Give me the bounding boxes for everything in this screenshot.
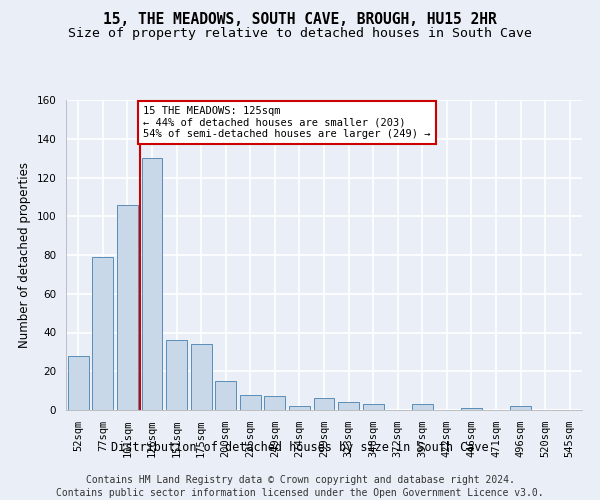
Y-axis label: Number of detached properties: Number of detached properties <box>18 162 31 348</box>
Text: 15, THE MEADOWS, SOUTH CAVE, BROUGH, HU15 2HR: 15, THE MEADOWS, SOUTH CAVE, BROUGH, HU1… <box>103 12 497 28</box>
Bar <box>68 356 89 410</box>
Bar <box>166 340 187 410</box>
Text: 15 THE MEADOWS: 125sqm
← 44% of detached houses are smaller (203)
54% of semi-de: 15 THE MEADOWS: 125sqm ← 44% of detached… <box>143 106 431 139</box>
Bar <box>461 408 482 410</box>
Bar <box>92 257 113 410</box>
Bar <box>117 204 138 410</box>
Bar <box>142 158 163 410</box>
Bar <box>510 406 531 410</box>
Bar <box>265 396 286 410</box>
Text: Contains public sector information licensed under the Open Government Licence v3: Contains public sector information licen… <box>56 488 544 498</box>
Bar <box>314 398 334 410</box>
Bar <box>215 381 236 410</box>
Text: Size of property relative to detached houses in South Cave: Size of property relative to detached ho… <box>68 28 532 40</box>
Bar <box>289 406 310 410</box>
Bar <box>240 394 261 410</box>
Text: Distribution of detached houses by size in South Cave: Distribution of detached houses by size … <box>111 441 489 454</box>
Bar <box>412 404 433 410</box>
Bar <box>338 402 359 410</box>
Bar <box>362 404 383 410</box>
Text: Contains HM Land Registry data © Crown copyright and database right 2024.: Contains HM Land Registry data © Crown c… <box>86 475 514 485</box>
Bar <box>191 344 212 410</box>
